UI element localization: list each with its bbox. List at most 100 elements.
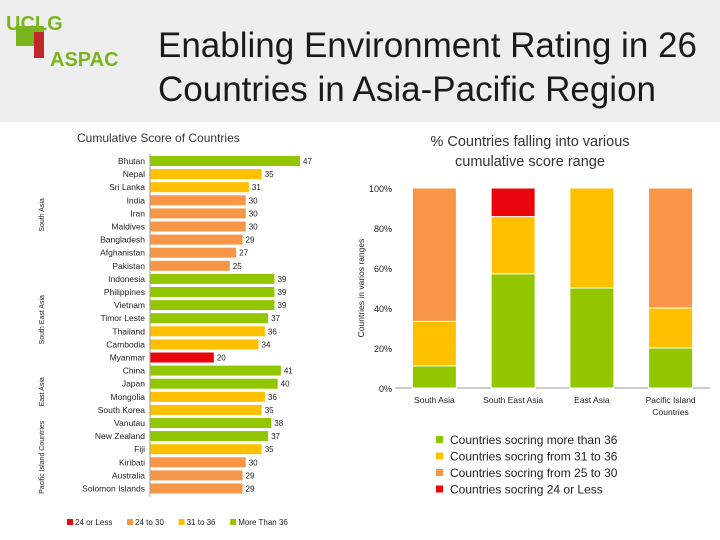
left-chart-title: Cumulative Score of Countries [77,131,240,145]
logo-red-block [34,32,44,58]
group-label-south-east-asia: South East Asia [39,295,46,345]
bar-australia [150,470,243,481]
country-label-south-korea: South Korea [98,405,146,415]
bar-solomon-islands [150,483,243,494]
country-label-iran: Iran [130,208,145,218]
bar-myanmar [150,352,214,363]
country-label-fiji: Fiji [134,444,145,454]
value-label-mongolia: 36 [268,393,277,402]
value-label-cambodia: 34 [262,340,271,349]
left-legend-label-31-to-36: 31 to 36 [187,518,216,527]
bar-mongolia [150,391,265,402]
value-label-china: 41 [284,367,293,376]
bar-pakistan [150,260,230,271]
y-tick-80: 80% [374,224,392,234]
value-label-vanutau: 38 [274,419,283,428]
bar-kiribati [150,457,246,468]
country-label-cambodia: Cambodia [106,339,145,349]
country-label-japan: Japan [122,379,145,389]
stack-south-east-asia-countries-socring-from-31-to-36 [490,216,536,275]
right-legend-label-countries-socring-from-25-to-30: Countries socring from 25 to 30 [450,466,618,480]
country-label-philippines: Philippines [104,287,145,297]
right-chart-title-line2: cumulative score range [455,154,605,170]
stack-south-east-asia-countries-socring-24-or-less [490,187,536,218]
right-legend-swatch-countries-socring-from-25-to-30 [436,469,443,476]
value-label-afghanistan: 27 [239,249,248,258]
value-label-bangladesh: 29 [246,236,255,245]
value-label-new-zealand: 37 [271,432,280,441]
country-label-bangladesh: Bangladesh [100,235,145,245]
country-label-vietnam: Vietnam [114,300,145,310]
right-chart-title-line1: % Countries falling into various [430,134,630,150]
country-label-indonesia: Indonesia [108,274,145,284]
group-label-pacific-island-countries: Pacific Island Countries [39,420,46,494]
country-label-myanmar: Myanmar [110,353,146,363]
value-label-nepal: 35 [265,170,274,179]
bar-iran [150,208,246,219]
y-tick-60: 60% [374,264,392,274]
left-legend-swatch-more-than-36 [230,519,237,525]
stack-south-asia-countries-socring-from-25-to-30 [411,187,457,322]
page-title-line2: Countries in Asia-Pacific Region [158,70,657,109]
bar-afghanistan [150,247,237,258]
category-label-south-east-asia-line1: South East Asia [483,395,543,405]
right-chart-title: % Countries falling into various cumulat… [400,132,660,172]
y-tick-40: 40% [374,304,392,314]
category-label-east-asia-line1: East Asia [574,395,610,405]
value-label-kiribati: 30 [249,458,258,467]
right-legend-swatch-countries-socring-from-31-to-36 [436,452,443,460]
stack-pacific-island-countries-countries-socring-from-31-to-36 [648,307,694,349]
uclg-aspac-logo: UCLG ASPAC [6,13,118,70]
bar-maldives [150,221,246,232]
country-label-new-zealand: New Zealand [95,431,145,441]
y-tick-0: 0% [379,384,392,394]
country-label-pakistan: Pakistan [112,261,145,271]
stack-south-asia-countries-socring-from-31-to-36 [411,320,457,367]
right-legend-label-countries-socring-more-than-36: Countries socring more than 36 [450,433,618,447]
y-tick-20: 20% [374,344,392,354]
value-label-vietnam: 39 [277,301,286,310]
left-legend-swatch-31-to-36 [178,519,185,525]
bar-vanutau [150,418,272,428]
bar-nepal [150,169,262,180]
left-legend-label-24-to-30: 24 to 30 [135,518,164,527]
bar-philippines [150,287,275,297]
value-label-india: 30 [249,196,258,205]
bar-vietnam [150,300,275,311]
bar-indonesia [150,273,275,284]
category-label-south-asia-line1: South Asia [414,395,455,405]
logo-text-top: UCLG [6,13,63,35]
bar-bhutan [150,156,300,166]
country-label-india: India [127,195,146,205]
country-label-vanutau: Vanutau [114,418,145,428]
page-title-line1: Enabling Environment Rating in 26 [158,26,697,65]
bar-sri-lanka [150,182,249,193]
stack-east-asia-countries-socring-from-31-to-36 [569,187,615,289]
bar-india [150,195,246,206]
right-chart-ylabel: Countries in varios ranges [356,239,366,338]
value-label-philippines: 39 [277,288,286,297]
right-legend-swatch-countries-socring-24-or-less [436,485,443,493]
category-label-pacific-island-countries-line2: Countries [652,407,688,417]
value-label-indonesia: 39 [277,275,286,284]
bar-new-zealand [150,431,269,442]
logo-text-bottom: ASPAC [50,49,118,70]
value-label-myanmar: 20 [217,354,226,363]
country-label-sri-lanka: Sri Lanka [109,182,145,192]
right-legend-label-countries-socring-from-31-to-36: Countries socring from 31 to 36 [450,450,618,464]
group-label-east-asia: East Asia [39,377,46,406]
country-label-afghanistan: Afghanistan [100,248,145,258]
value-label-maldives: 30 [249,223,258,232]
bar-south-korea [150,404,262,415]
stack-south-asia-countries-socring-more-than-36 [411,365,457,389]
bar-thailand [150,326,265,337]
value-label-pakistan: 25 [233,262,242,271]
value-label-solomon-islands: 29 [246,485,255,494]
stack-pacific-island-countries-countries-socring-from-25-to-30 [648,187,694,309]
y-tick-100: 100% [369,184,392,194]
bar-fiji [150,444,262,455]
bar-japan [150,378,278,389]
bar-china [150,365,281,376]
value-label-fiji: 35 [265,445,274,454]
category-label-pacific-island-countries-line1: Pacific Island [646,395,696,405]
